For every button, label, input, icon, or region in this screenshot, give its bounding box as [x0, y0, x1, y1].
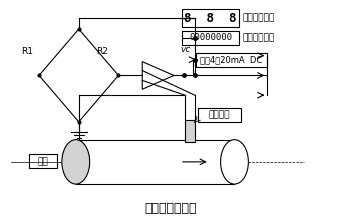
- Ellipse shape: [62, 140, 90, 184]
- Bar: [76, 140, 235, 184]
- Polygon shape: [142, 62, 174, 89]
- Text: vc: vc: [180, 45, 190, 54]
- Text: R2: R2: [96, 47, 108, 56]
- Text: 瞬时流量显示: 瞬时流量显示: [242, 14, 275, 23]
- Text: 流体: 流体: [38, 157, 49, 166]
- Bar: [198, 108, 241, 122]
- Bar: [182, 31, 239, 45]
- Bar: [196, 53, 267, 67]
- Text: 结构及工作原理: 结构及工作原理: [145, 202, 197, 215]
- Text: 8  8  8: 8 8 8: [184, 12, 237, 25]
- Bar: [29, 155, 57, 168]
- Text: 传感探头: 传感探头: [209, 111, 231, 119]
- Text: 00000000: 00000000: [189, 34, 232, 42]
- Bar: [185, 120, 195, 142]
- Bar: [182, 9, 239, 27]
- Text: 输出4～20mA  DC: 输出4～20mA DC: [200, 55, 263, 64]
- Text: 累积流量显示: 累积流量显示: [242, 34, 275, 42]
- Text: R1: R1: [21, 47, 33, 56]
- Ellipse shape: [221, 140, 248, 184]
